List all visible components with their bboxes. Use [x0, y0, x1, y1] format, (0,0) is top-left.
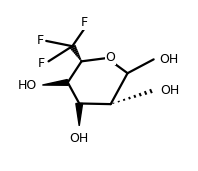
Text: F: F	[38, 57, 45, 70]
Text: OH: OH	[70, 132, 89, 145]
Text: OH: OH	[159, 53, 179, 66]
Text: F: F	[37, 34, 44, 47]
Text: O: O	[105, 51, 115, 64]
Text: F: F	[81, 16, 88, 29]
Text: HO: HO	[17, 78, 37, 91]
Polygon shape	[42, 80, 68, 85]
Polygon shape	[76, 103, 83, 126]
Text: OH: OH	[160, 84, 179, 97]
